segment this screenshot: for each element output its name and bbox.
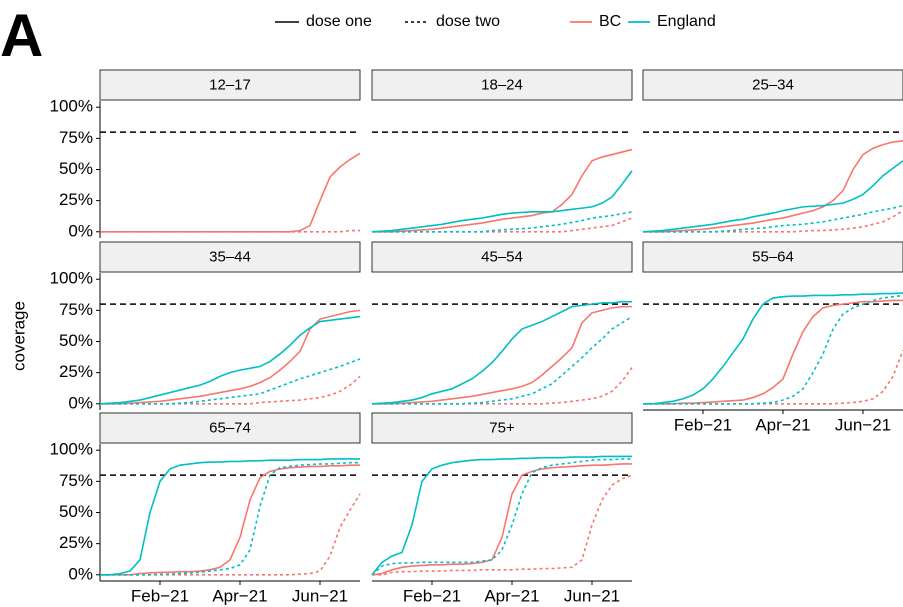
series-line <box>100 229 360 233</box>
y-tick-label: 100% <box>50 97 93 116</box>
series-line <box>642 160 903 233</box>
series-line <box>643 204 903 233</box>
series-line <box>643 299 903 405</box>
series-line <box>643 294 903 405</box>
facet-panel: 35–44 0% 25% 50% 75% 100% <box>50 241 361 412</box>
legend-label: England <box>657 13 716 30</box>
y-tick-label: 25% <box>59 362 93 381</box>
strip <box>99 69 361 101</box>
legend-label: BC <box>599 13 621 30</box>
facet-panel: 18–24 <box>371 69 633 233</box>
y-tick-label: 75% <box>59 300 93 319</box>
y-tick-label: 0% <box>68 393 93 412</box>
strip <box>371 69 633 101</box>
panel-label: A <box>0 2 43 69</box>
series-line <box>100 458 360 576</box>
series-line <box>100 309 361 405</box>
series-line <box>372 315 633 405</box>
facet-panel: 25–34 <box>642 69 903 233</box>
series-line <box>100 493 361 576</box>
strip-title: 75+ <box>489 419 515 436</box>
series-line <box>372 367 633 405</box>
strip <box>371 412 633 444</box>
strip <box>99 241 361 273</box>
series-line <box>371 458 632 576</box>
strip <box>642 241 903 273</box>
facet-panel: 75+ Feb−21 Apr−21 Jun−21 <box>371 412 633 605</box>
strip-title: 25–34 <box>752 76 794 93</box>
series-line <box>643 292 903 405</box>
x-tick-label: Apr−21 <box>212 586 267 605</box>
series-line <box>371 463 632 576</box>
series-line <box>372 211 633 233</box>
facet-panel: 65–74 0% 25% 50% 75% 100% Feb−21 Apr−21 Jun−21 <box>50 412 361 605</box>
facet-panel: 55–64 Feb−21 Apr−21 Jun−21 <box>642 241 903 434</box>
legend-label: dose two <box>436 13 500 30</box>
y-axis-label: coverage <box>9 301 28 371</box>
x-tick-label: Feb−21 <box>403 586 461 605</box>
series-line <box>372 305 632 405</box>
y-tick-label: 50% <box>59 331 93 350</box>
series-line <box>371 170 633 233</box>
x-tick-label: Apr−21 <box>755 415 810 434</box>
legend-label: dose one <box>306 13 372 30</box>
x-tick-label: Feb−21 <box>131 586 189 605</box>
strip-title: 18–24 <box>481 76 523 93</box>
strip <box>99 412 361 444</box>
y-tick-label: 25% <box>59 533 93 552</box>
facet-panel: 12–17 0% 25% 50% 75% 100% <box>50 69 361 240</box>
strip-title: 35–44 <box>209 248 251 265</box>
strip-title: 55–64 <box>752 248 794 265</box>
facet-panel: 45–54 <box>371 241 633 405</box>
series-line <box>99 315 361 405</box>
x-tick-label: Jun−21 <box>835 415 891 434</box>
y-tick-label: 75% <box>59 471 93 490</box>
strip-title: 45–54 <box>481 248 523 265</box>
strip <box>371 241 633 273</box>
y-tick-label: 75% <box>59 128 93 147</box>
series-line <box>100 358 361 405</box>
series-line <box>371 455 632 576</box>
strip-title: 65–74 <box>209 419 251 436</box>
strip-title: 12–17 <box>209 76 251 93</box>
x-tick-label: Jun−21 <box>292 586 348 605</box>
series-line <box>371 300 632 405</box>
series-line <box>100 461 360 576</box>
series-line <box>372 474 633 576</box>
x-tick-label: Feb−21 <box>674 415 732 434</box>
y-tick-label: 100% <box>50 440 93 459</box>
x-tick-label: Jun−21 <box>564 586 620 605</box>
y-tick-label: 50% <box>59 159 93 178</box>
strip <box>642 69 903 101</box>
y-tick-label: 50% <box>59 502 93 521</box>
x-tick-label: Apr−21 <box>484 586 539 605</box>
series-line <box>372 148 633 233</box>
series-line <box>100 464 360 576</box>
y-tick-label: 25% <box>59 190 93 209</box>
y-tick-label: 0% <box>68 221 93 240</box>
series-line <box>643 140 903 233</box>
y-tick-label: 0% <box>68 564 93 583</box>
series-line <box>643 349 903 405</box>
y-tick-label: 100% <box>50 269 93 288</box>
series-line <box>100 152 361 233</box>
